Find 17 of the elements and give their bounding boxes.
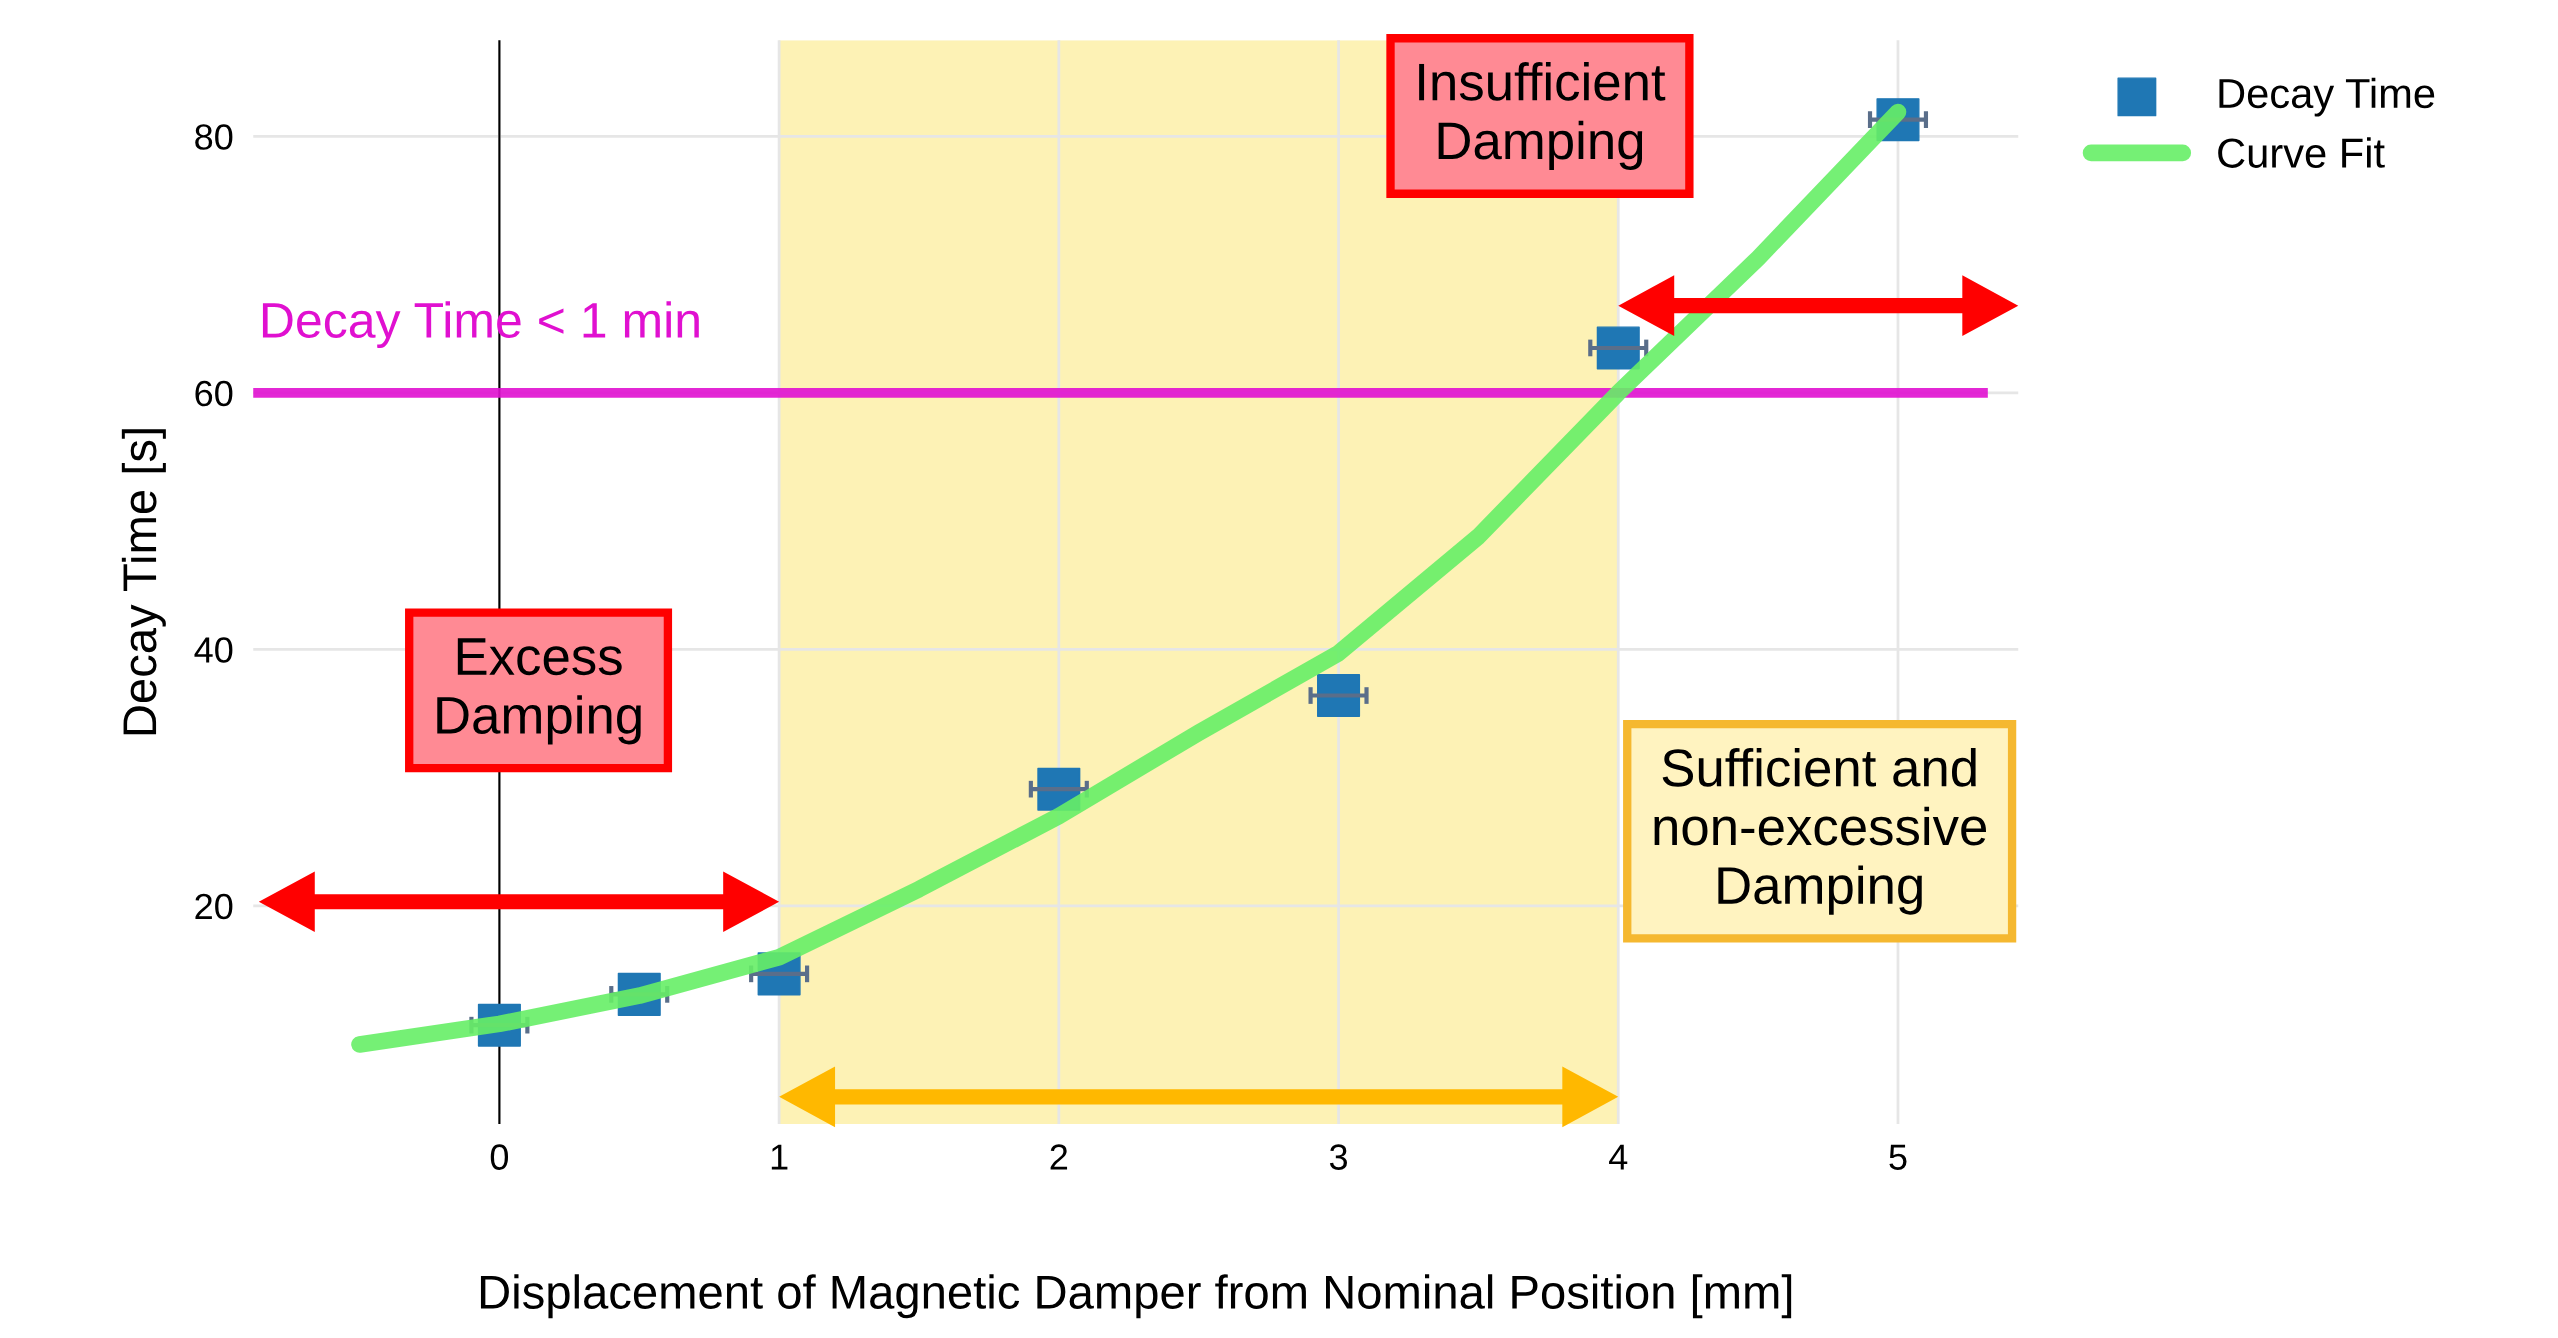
x-axis-title: Displacement of Magnetic Damper from Nominal Position [mm]: [480, 1274, 1792, 1319]
y-axis-title: Decay Time [s]: [121, 429, 166, 735]
x-tick-label: 0: [490, 1144, 509, 1170]
y-tick-label: 20: [195, 893, 233, 920]
x-tick-label: 1: [771, 1144, 788, 1170]
legend-label: Decay Time: [2219, 77, 2435, 117]
annotation: Insufficient Damping: [1419, 62, 1666, 170]
annotation: Excess Damping: [437, 638, 641, 745]
y-tick-label: 80: [195, 124, 233, 150]
x-tick-label: 5: [1889, 1144, 1907, 1170]
y-tick-label: 60: [195, 380, 233, 407]
x-tick-label: 3: [1329, 1144, 1347, 1170]
y-tick-label: 40: [194, 637, 233, 663]
x-tick-label: 2: [1050, 1144, 1068, 1170]
legend-label: Curve Fit: [2218, 137, 2385, 168]
x-tick-label: 4: [1609, 1144, 1628, 1170]
annotation: Sufficient and non-excessive Damping: [1654, 747, 1987, 915]
